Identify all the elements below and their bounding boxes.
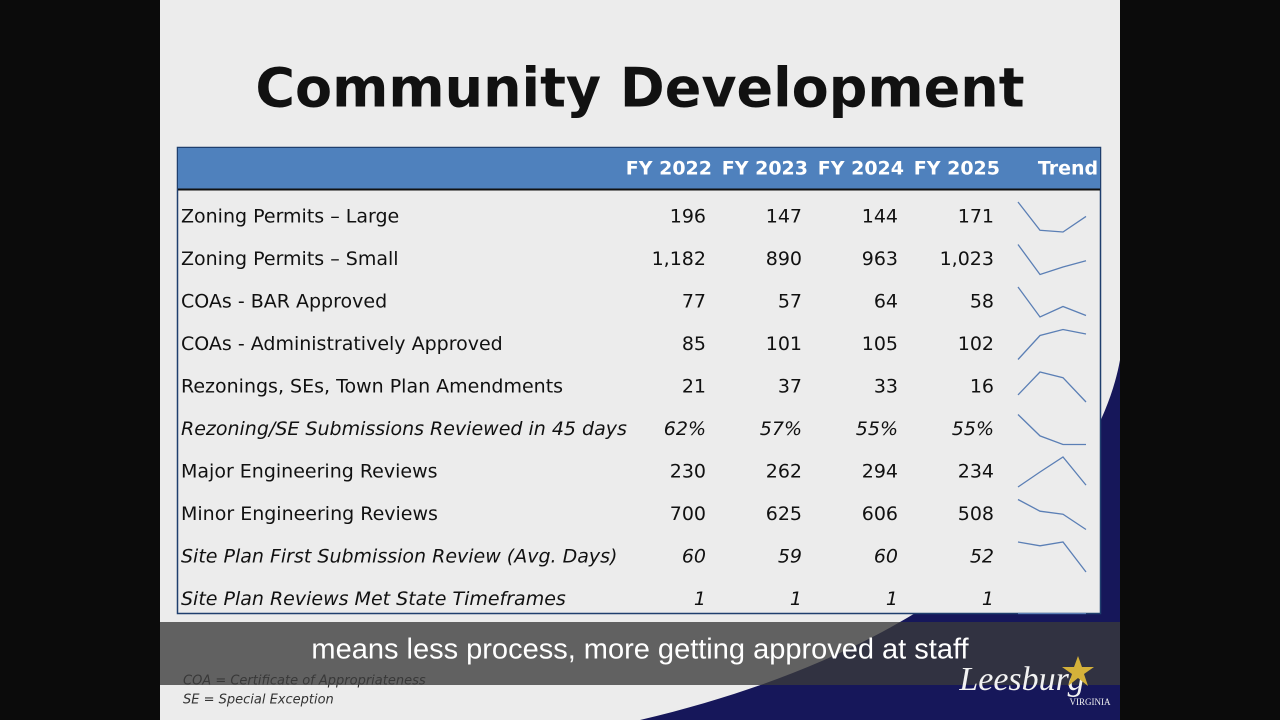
sparkline — [1017, 498, 1087, 531]
row-label: Major Engineering Reviews — [181, 461, 438, 483]
row-label: Rezoning/SE Submissions Reviewed in 45 d… — [181, 418, 627, 440]
cell: 21 — [682, 376, 706, 398]
sparkline — [1017, 286, 1087, 318]
logo-name: Leesburg — [958, 661, 1084, 698]
row-label: Rezonings, SEs, Town Plan Amendments — [181, 376, 563, 398]
cell: 16 — [970, 376, 994, 398]
sparkline — [1017, 541, 1087, 573]
cell: 963 — [862, 248, 898, 270]
cell: 262 — [766, 461, 802, 483]
sparkline — [1017, 328, 1087, 360]
cell: 62% — [664, 418, 706, 440]
cell: 55% — [952, 418, 994, 440]
cell: 1 — [694, 588, 706, 610]
sparkline — [1017, 414, 1086, 446]
cell: 33 — [874, 376, 898, 398]
cell: 57 — [778, 291, 802, 313]
sparkline — [1017, 456, 1087, 488]
table-frame — [176, 146, 1102, 615]
cell: 85 — [682, 333, 706, 355]
cell: 1,023 — [940, 248, 994, 270]
footnote: SE = Special Exception — [183, 693, 334, 708]
cell: 890 — [766, 248, 802, 270]
cell: 234 — [958, 461, 994, 483]
table-body: FY 2022 FY 2023 FY 2024 FY 2025 Trend Zoning … — [181, 158, 1098, 615]
logo-state: VIRGINIA — [1070, 697, 1111, 707]
cell: 1 — [886, 588, 898, 610]
cell: 147 — [766, 206, 802, 228]
cell: 171 — [958, 206, 994, 228]
cell: 105 — [862, 333, 898, 355]
row-label: Zoning Permits – Large — [181, 206, 399, 228]
cell: 700 — [670, 503, 706, 525]
cell: 52 — [970, 546, 994, 568]
column-header: FY 2022 — [626, 158, 712, 180]
column-header: Trend — [1038, 158, 1098, 180]
cell: 1,182 — [652, 248, 706, 270]
cell: 57% — [760, 418, 802, 440]
row-label: COAs - Administratively Approved — [181, 333, 503, 355]
cell: 77 — [682, 291, 706, 313]
column-header: FY 2025 — [914, 158, 1000, 180]
cell: 37 — [778, 376, 802, 398]
logo-star — [1062, 656, 1094, 686]
slide-title: Community Development — [255, 57, 1024, 120]
cell: 1 — [982, 588, 994, 610]
cell: 60 — [682, 546, 706, 568]
cell: 294 — [862, 461, 898, 483]
row-label: Minor Engineering Reviews — [181, 503, 438, 525]
cell: 60 — [874, 546, 898, 568]
row-label: Site Plan Reviews Met State Timeframes — [181, 588, 566, 610]
sparkline — [1017, 371, 1087, 403]
caption-bar — [160, 622, 1120, 685]
sparkline — [1017, 201, 1087, 233]
cell: 102 — [958, 333, 994, 355]
column-header: FY 2023 — [722, 158, 808, 180]
table-header — [178, 148, 1100, 189]
column-header: FY 2024 — [818, 158, 904, 180]
cell: 196 — [670, 206, 706, 228]
cell: 1 — [790, 588, 802, 610]
row-label: Site Plan First Submission Review (Avg. … — [181, 546, 617, 568]
cell: 606 — [862, 503, 898, 525]
cell: 230 — [670, 461, 706, 483]
cell: 55% — [856, 418, 898, 440]
cell: 59 — [778, 546, 802, 568]
cell: 625 — [766, 503, 802, 525]
cell: 64 — [874, 291, 898, 313]
row-label: Zoning Permits – Small — [181, 248, 399, 270]
cell: 144 — [862, 206, 898, 228]
sparkline — [1017, 244, 1087, 276]
row-label: COAs - BAR Approved — [181, 291, 387, 313]
cell: 508 — [958, 503, 994, 525]
cell: 101 — [766, 333, 802, 355]
caption: means less process, more getting approve… — [311, 634, 969, 666]
cell: 58 — [970, 291, 994, 313]
